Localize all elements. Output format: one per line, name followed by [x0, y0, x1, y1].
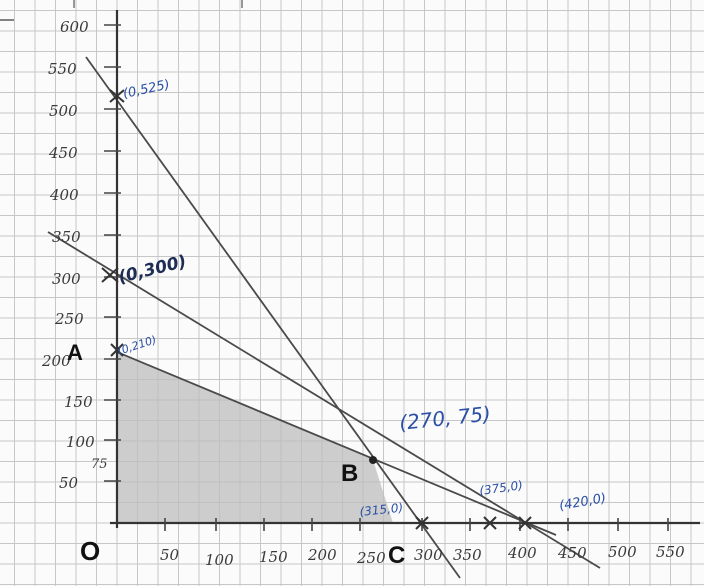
y-tick-500: 500	[49, 102, 78, 120]
y-tick-450: 450	[48, 144, 78, 162]
y-tick-200: 200	[41, 352, 71, 370]
x-tick-500: 500	[608, 543, 637, 561]
x-tick-300: 300	[414, 546, 443, 564]
y-tick-400: 400	[49, 186, 79, 204]
annotation-315-0: (315,0)	[359, 500, 404, 518]
annotation-0-525: (0,525)	[122, 77, 171, 102]
y-tick-300: 300	[52, 270, 81, 288]
constraint-line-300-375	[47, 231, 601, 569]
vertex-label-origin: O	[80, 536, 100, 566]
annotation-420-0: (420,0)	[558, 491, 607, 514]
y-tick-50: 50	[59, 474, 79, 492]
x-tick-50: 50	[160, 546, 180, 564]
vertex-b-point	[369, 456, 377, 464]
y-tick-600: 600	[60, 18, 89, 36]
vertex-label-a: A	[67, 340, 83, 365]
intercept-cross-marks	[101, 89, 532, 530]
annotation-270-75: (270, 75)	[398, 401, 492, 434]
y-tick-100: 100	[66, 433, 95, 451]
y-tick-150: 150	[64, 393, 93, 411]
x-tick-350: 350	[453, 546, 482, 564]
annotation-0-210: (0,210)	[116, 333, 158, 358]
x-tick-100: 100	[205, 551, 234, 569]
vertex-label-b: B	[341, 460, 358, 487]
x-tick-400: 400	[507, 544, 537, 562]
x-tick-marks	[164, 518, 669, 531]
feasible-region	[117, 352, 393, 523]
y-tick-550: 550	[48, 60, 77, 78]
y-tick-350: 350	[52, 228, 81, 246]
constraint-line-210-420	[116, 351, 557, 536]
x-tick-450: 450	[557, 544, 587, 562]
x-tick-200: 200	[307, 546, 337, 564]
constraint-line-525-315	[85, 56, 461, 579]
x-tick-150: 150	[259, 548, 288, 566]
x-tick-250: 250	[356, 549, 386, 567]
vertex-label-c: C	[388, 542, 405, 569]
x-tick-550: 550	[656, 543, 685, 561]
annotation-0-300: (0,300)	[116, 252, 188, 288]
y-tick-250: 250	[54, 310, 84, 328]
y-tick-75: 75	[91, 457, 108, 472]
annotation-375-0: (375,0)	[478, 478, 523, 498]
